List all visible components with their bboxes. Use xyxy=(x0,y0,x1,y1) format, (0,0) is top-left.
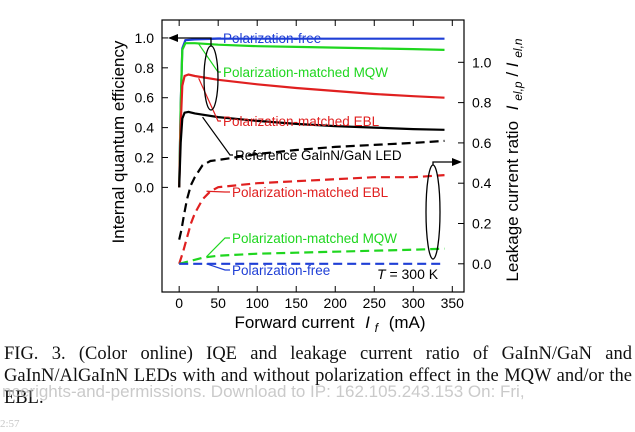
y-left-tick-label-4: 0.8 xyxy=(135,60,155,76)
leakage-series-label-1: Polarization-matched MQW xyxy=(232,231,397,246)
y-axis-label-left: Internal quantum efficiency xyxy=(109,40,128,243)
x-axis-label: Forward current I f (mA) xyxy=(234,313,425,335)
series-group xyxy=(178,37,445,265)
x-tick-label-2: 100 xyxy=(246,295,270,311)
y-right-tick-label-1: 0.2 xyxy=(472,215,492,231)
x-tick-label-7: 350 xyxy=(441,295,465,311)
leakage-line-0 xyxy=(178,139,445,240)
left-axis-arrowhead xyxy=(168,34,178,42)
y-axis-right-symbol1: I xyxy=(503,105,522,110)
annotation-group: Polarization-free Polarization-matched MQ… xyxy=(168,31,462,278)
x-axis-symbol: I xyxy=(365,313,370,332)
leakage-series-label-2: Polarization-free xyxy=(232,263,330,278)
x-tick-label-3: 150 xyxy=(285,295,309,311)
y-left-tick-label-0: 0.0 xyxy=(135,179,155,195)
y-axis-label-right: Leakage current ratio I el,p / I el,n xyxy=(503,38,526,282)
x-tick-label-5: 250 xyxy=(363,295,387,311)
x-axis-label-text: Forward current xyxy=(234,313,354,332)
y-axis-right-sub1: el,p xyxy=(511,81,525,101)
y-axis-right-text: Leakage current ratio xyxy=(503,121,522,282)
iqe-series-label-2: Polarization-matched EBL xyxy=(223,114,380,129)
y-left-tick-label-3: 0.6 xyxy=(135,90,155,106)
x-axis-unit: (mA) xyxy=(389,313,426,332)
y-right-tick-label-3: 0.6 xyxy=(472,135,492,151)
leakage-label-leader-1 xyxy=(206,237,230,258)
right-axis-ellipse xyxy=(425,164,441,260)
temperature-value: = 300 K xyxy=(389,266,438,282)
y-right-tick-label-2: 0.4 xyxy=(472,175,492,191)
y-right-tick-label-4: 0.8 xyxy=(472,95,492,111)
page-fragment: 2:57 xyxy=(0,418,20,430)
iqe-series-label-3: Reference GaInN/GaN LED xyxy=(235,148,402,163)
leakage-label-leader-2 xyxy=(206,263,230,271)
leakage-series-label-0: Polarization-matched EBL xyxy=(232,185,389,200)
y-right-tick-label-0: 0.0 xyxy=(472,256,492,272)
iqe-label-leader-3 xyxy=(202,116,233,156)
iqe-series-label-1: Polarization-matched MQW xyxy=(223,65,388,80)
y-left-tick-label-5: 1.0 xyxy=(135,30,155,46)
y-axis-right-sub2: el,n xyxy=(511,38,525,58)
right-axis-arrow xyxy=(432,161,458,165)
iqe-series-label-0: Polarization-free xyxy=(223,31,321,46)
y-left-tick-label-1: 0.2 xyxy=(135,149,155,165)
chart-figure: Polarization-free Polarization-matched MQ… xyxy=(109,19,526,335)
x-axis-subscript: f xyxy=(375,321,380,335)
y-axis-right-symbol2: I xyxy=(503,62,522,67)
y-right-tick-label-5: 1.0 xyxy=(472,54,492,70)
tick-label-group: 0 50 100 150 200 250 300 350 0.0 0.2 0.4 0.6 0.8 1.0 0… xyxy=(135,30,492,311)
iqe-line-2 xyxy=(178,73,445,188)
figure-caption: FIG. 3. (Color online) IQE and leakage c… xyxy=(4,344,632,408)
left-axis-arrow xyxy=(172,37,212,46)
leakage-label-leader-0 xyxy=(206,190,230,193)
x-tick-label-0: 0 xyxy=(175,295,183,311)
x-tick-label-4: 200 xyxy=(324,295,348,311)
temperature-label: T = 300 K xyxy=(377,266,439,282)
x-tick-label-1: 50 xyxy=(210,295,226,311)
iqe-line-3 xyxy=(178,110,445,188)
iqe-line-1 xyxy=(178,42,445,188)
x-tick-label-6: 300 xyxy=(402,295,426,311)
y-axis-right-sep: / xyxy=(503,67,522,76)
right-axis-arrowhead xyxy=(452,158,462,166)
y-left-tick-label-2: 0.4 xyxy=(135,120,155,136)
leakage-line-1 xyxy=(178,174,445,265)
temperature-symbol: T xyxy=(377,266,387,282)
plot-frame xyxy=(161,19,465,293)
leakage-line-2 xyxy=(178,247,445,265)
axis-ticks-group xyxy=(162,20,464,292)
